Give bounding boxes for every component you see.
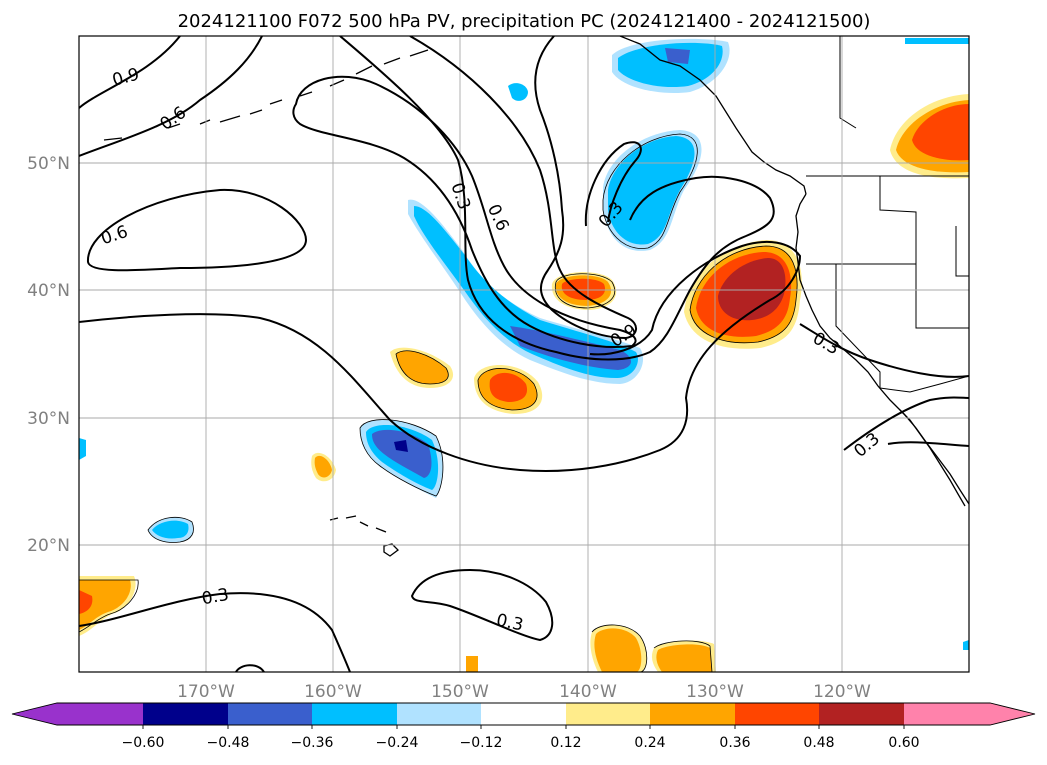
map-title: 2024121100 F072 500 hPa PV, precipitatio… [178,11,871,32]
contour-03-se1 [843,396,969,451]
shade-small-21n-inner [152,520,189,539]
colorbar-seg-012 [481,703,566,725]
colorbar-seg-p036 [735,703,819,725]
colorbar: −0.60 −0.48 −0.36 −0.24 −0.12 0.12 0.24 … [11,702,1036,751]
contour-03-bottom [235,664,265,672]
shading-outlines [79,133,798,672]
contour-09-inner [409,36,637,340]
lat-labels: 50°N 40°N 30°N 20°N [27,154,70,556]
coast-hawaii [329,515,399,557]
contour-label-03-south: 0.3 [200,585,230,609]
colorbar-tick-label: −0.36 [291,735,334,751]
colorbar-seg-048 [228,703,312,725]
shade-32n-red [489,372,528,402]
lon-label-120w: 120°W [813,682,871,702]
colorbar-tick-label: 0.60 [888,735,919,751]
gridlines [79,36,969,672]
shade-topright [905,38,969,44]
shade-sw-orange [79,580,131,630]
colorbar-seg-p012 [566,703,650,725]
lon-label-150w: 150°W [431,682,489,702]
contour-03-se2 [887,441,969,447]
colorbar-seg-p060 [904,703,990,725]
contour-06-nw [79,36,263,157]
lat-label-40n: 40°N [27,281,70,301]
shade-alaska-dark [665,48,690,64]
coast-baja [899,409,966,507]
colorbar-tick-label: 0.24 [634,735,665,751]
colorbar-tick-label: 0.48 [803,735,834,751]
borders [806,36,969,393]
colorbar-tick-label: −0.48 [207,735,250,751]
colorbar-tick-label: −0.12 [460,735,503,751]
shade-leftedge [79,438,86,460]
shade-alaska-inner [618,42,723,88]
border-state-2 [806,263,969,329]
shade-bottom1-orange [594,628,642,672]
shade-nw-dark [718,258,786,321]
positive-precip-shading [79,94,969,672]
shade-blob-small [508,83,528,101]
colorbar-seg-p024 [650,703,735,725]
border-mexico [879,375,969,393]
contour-03-ca [799,323,969,378]
shade-rightedge [963,640,969,650]
contour-03-south2 [410,568,554,642]
colorbar-outline [11,702,1036,726]
colorbar-seg-lt060 [57,703,143,725]
contour-06-low [86,188,308,272]
pv-contours [79,36,969,672]
border-state-3 [955,226,969,277]
coast-alaska [619,36,807,195]
contour-03-inner [339,36,775,361]
colorbar-seg-060 [143,703,228,725]
colorbar-tick-label: −0.24 [376,735,419,751]
lon-label-130w: 130°W [686,682,744,702]
map-area: 0.9 0.6 0.6 0.3 0.6 0.3 0.9 0.3 0.3 0.3 … [79,36,969,672]
shade-band-inner [414,206,638,378]
lon-label-140w: 140°W [559,682,617,702]
border-state-1 [879,176,917,264]
colorbar-tick-label: 0.12 [550,735,581,751]
contour-03-gulf [584,141,642,227]
shade-25n-orange [314,455,332,478]
contour-03-south [79,592,351,672]
map-frame [78,35,970,673]
colorbar-tick-label: 0.36 [719,735,750,751]
shade-34n-west-orange [396,350,449,384]
colorbar-tick-label: −0.60 [122,735,165,751]
colorbar-seg-p048 [819,703,904,725]
colorbar-tick-marks [142,725,905,729]
lon-labels: 170°W 160°W 150°W 140°W 130°W 120°W [177,682,871,702]
shade-central-dark [394,440,408,452]
contour-06-inner [292,75,637,349]
shade-bottom3 [466,656,478,672]
lon-label-160w: 160°W [304,682,362,702]
shade-40n-red [561,278,606,300]
colorbar-extend-min [12,703,57,725]
lat-label-20n: 20°N [27,536,70,556]
shade-bottom2-orange [656,644,712,672]
colorbar-seg-024 [397,703,481,725]
border-alaska [839,36,857,129]
lat-label-30n: 30°N [27,409,70,429]
colorbar-extend-max [990,703,1035,725]
shade-sw-red [79,590,93,614]
border-state-4 [835,264,881,388]
contour-09-nw [79,36,181,109]
contour-03-trough [79,240,802,473]
coast-aleutians [103,49,429,141]
colorbar-seg-036 [312,703,397,725]
lon-label-170w: 170°W [177,682,235,702]
lat-label-50n: 50°N [27,154,70,174]
shade-central-blue [372,429,432,478]
shade-bc-red [912,104,969,161]
